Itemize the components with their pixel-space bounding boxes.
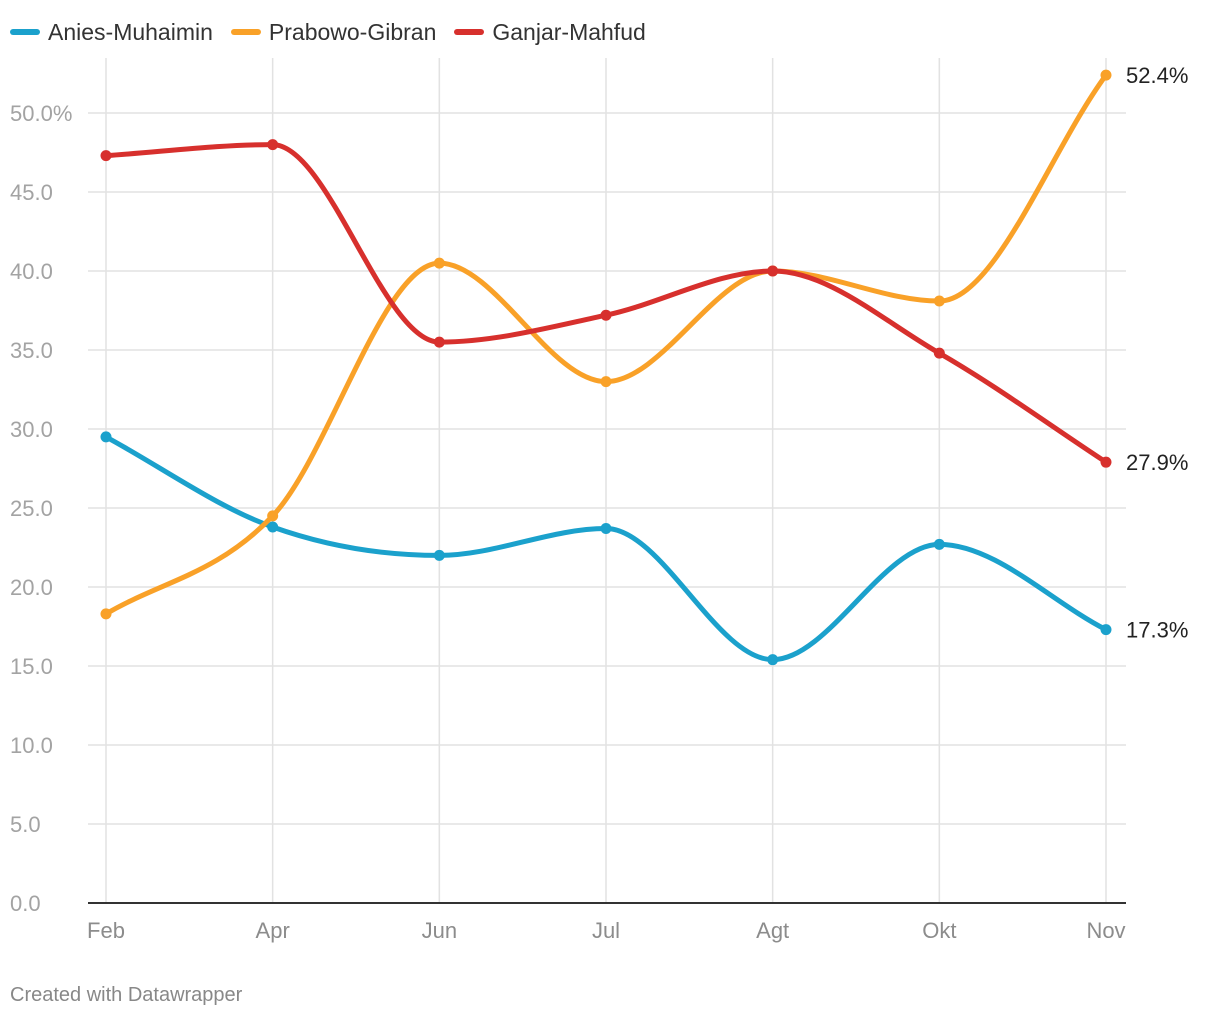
x-tick-label: Nov [1086, 918, 1125, 943]
data-point-prabowo-gibran [267, 510, 279, 522]
y-tick-label: 45.0 [10, 180, 53, 205]
data-point-prabowo-gibran [100, 608, 112, 620]
data-point-anies-muhaimin [933, 538, 945, 550]
data-point-ganjar-mahfud [933, 347, 945, 359]
legend-label-prabowo-gibran: Prabowo-Gibran [268, 18, 437, 45]
data-point-anies-muhaimin [100, 431, 112, 443]
x-tick-label: Agt [756, 918, 789, 943]
y-tick-label: 10.0 [10, 733, 53, 758]
legend-label-ganjar-mahfud: Ganjar-Mahfud [492, 18, 646, 45]
legend-label-anies-muhaimin: Anies-Muhaimin [48, 18, 213, 45]
data-point-anies-muhaimin [267, 521, 279, 533]
x-tick-label: Feb [87, 918, 125, 943]
data-point-prabowo-gibran [933, 295, 945, 307]
x-tick-label: Jul [592, 918, 620, 943]
y-tick-label: 35.0 [10, 338, 53, 363]
data-point-anies-muhaimin [600, 523, 612, 535]
legend-swatch-anies-muhaimin [10, 29, 40, 35]
data-point-ganjar-mahfud [433, 336, 445, 348]
y-tick-label: 50.0% [10, 101, 72, 126]
y-tick-label: 30.0 [10, 417, 53, 442]
x-tick-label: Okt [922, 918, 956, 943]
data-point-ganjar-mahfud [267, 139, 279, 151]
x-tick-label: Apr [256, 918, 290, 943]
data-point-anies-muhaimin [433, 549, 445, 561]
legend-item-prabowo-gibran: Prabowo-Gibran [230, 18, 437, 46]
y-tick-label: 40.0 [10, 259, 53, 284]
data-point-prabowo-gibran [433, 257, 445, 269]
legend-item-anies-muhaimin: Anies-Muhaimin [10, 19, 213, 46]
x-tick-label: Jun [422, 918, 457, 943]
end-label-anies-muhaimin: 17.3% [1126, 618, 1188, 643]
data-point-ganjar-mahfud [767, 265, 779, 277]
data-point-anies-muhaimin [1100, 624, 1112, 636]
data-point-ganjar-mahfud [600, 309, 612, 321]
datawrapper-credit: Created with Datawrapper [10, 984, 243, 1006]
data-point-prabowo-gibran [1100, 69, 1112, 81]
y-tick-label: 0.0 [10, 891, 41, 916]
y-tick-label: 25.0 [10, 496, 53, 521]
y-tick-label: 15.0 [10, 654, 53, 679]
chart-legend: Anies-Muhaimin Prabowo-Gibran Ganjar-Mah… [10, 16, 646, 48]
data-point-ganjar-mahfud [1100, 456, 1112, 468]
data-point-anies-muhaimin [767, 654, 779, 666]
legend-item-ganjar-mahfud: Ganjar-Mahfud [454, 18, 646, 46]
end-label-prabowo-gibran: 52.4% [1126, 63, 1188, 88]
legend-swatch-ganjar-mahfud [454, 29, 485, 35]
data-point-prabowo-gibran [600, 376, 612, 388]
legend-swatch-prabowo-gibran [230, 29, 261, 35]
end-label-ganjar-mahfud: 27.9% [1126, 450, 1188, 475]
y-tick-label: 20.0 [10, 575, 53, 600]
data-point-ganjar-mahfud [100, 150, 112, 162]
y-tick-label: 5.0 [10, 812, 41, 837]
